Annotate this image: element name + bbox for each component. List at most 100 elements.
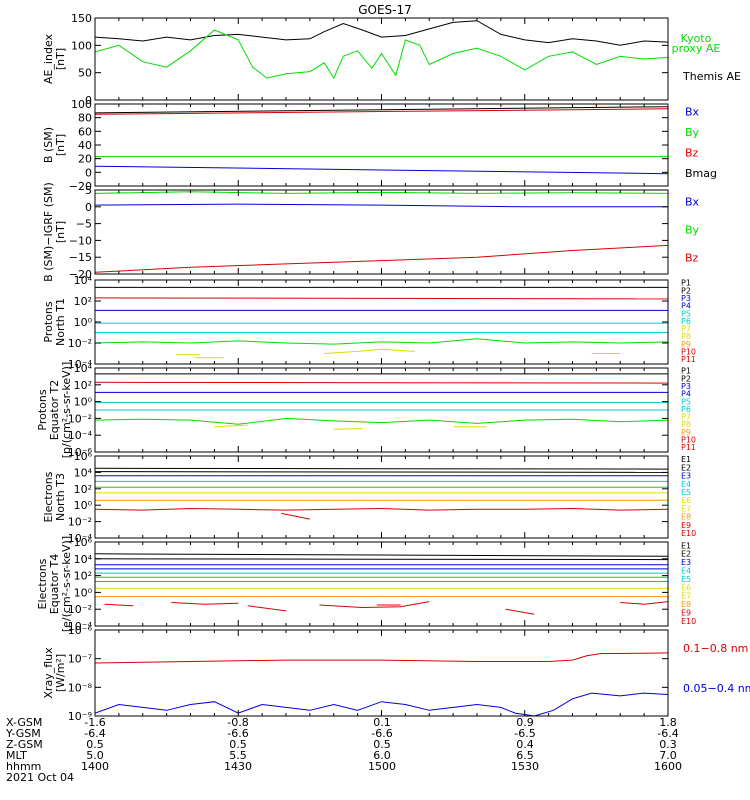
y-axis-label: Electrons — [42, 471, 55, 522]
series-line-1 — [95, 20, 668, 46]
panel-3-legend: Bx By Bz — [685, 195, 700, 264]
y-tick-label: 10⁻⁴ — [68, 429, 93, 442]
panel-1-series — [95, 20, 668, 80]
y-tick-label: 10⁻⁶ — [68, 446, 93, 459]
panel-8: 10⁻⁶ 10⁻⁷ 10⁻⁸ 10⁻⁹ Xray_flux [W/m²] 0.1−0.8 n… — [42, 624, 750, 723]
panel-2-series — [95, 106, 668, 175]
y-tick-label: 10⁴ — [74, 466, 93, 479]
footer-value: 0.5 — [229, 738, 247, 751]
legend-entry: 0.05−0.4 nm — [683, 682, 750, 695]
y-tick-label: 60 — [78, 125, 92, 138]
legend-entry: P4 — [681, 302, 691, 311]
legend-entry: P8 — [681, 332, 691, 341]
legend-entry: P10 — [681, 347, 696, 356]
footer-date: 2021 Oct 04 — [6, 771, 74, 784]
y-tick-label: 10⁰ — [74, 396, 93, 409]
footer-value: -1.6 — [84, 716, 105, 729]
y-tick-label: 10⁻² — [68, 337, 92, 350]
footer-row-label: hhmm — [6, 760, 41, 773]
footer-value: 0.9 — [516, 716, 534, 729]
y-tick-label: 10⁴ — [74, 274, 93, 287]
legend-entry: E2 — [681, 550, 691, 559]
series-line-2 — [95, 297, 668, 300]
legend-entry: P1 — [681, 279, 691, 288]
series-line-8 — [95, 507, 668, 511]
legend-entry: P3 — [681, 294, 691, 303]
legend-entry: E1 — [681, 455, 691, 464]
legend-entry: P11 — [681, 355, 696, 364]
y-axis-label: Equator T2 — [48, 380, 61, 440]
y-tick-label: −20 — [69, 180, 92, 193]
y-tick-label: 10⁻² — [68, 412, 92, 425]
y-axis-label: Xray_flux — [42, 647, 55, 699]
panel-5-series — [95, 373, 668, 430]
legend-entry: E4 — [681, 480, 691, 489]
series-line-15 — [505, 608, 535, 615]
y-tick-label: 10⁻⁸ — [68, 681, 93, 694]
legend-entry: P10 — [681, 435, 696, 444]
series-line-1 — [95, 652, 668, 664]
series-line-3 — [95, 244, 668, 273]
panel-4-series — [95, 286, 668, 359]
footer-value: -6.6 — [371, 727, 392, 740]
y-tick-label: −15 — [69, 251, 92, 264]
legend-entry: P5 — [681, 309, 691, 318]
y-tick-label: 10⁻⁴ — [68, 620, 93, 633]
legend-entry: E9 — [681, 521, 691, 530]
y-tick-label: −10 — [69, 234, 92, 247]
footer-value: 6.5 — [516, 749, 534, 762]
footer-value: -6.4 — [84, 727, 105, 740]
y-axis-label: B (SM) — [42, 127, 55, 163]
legend-entry: P3 — [681, 382, 691, 391]
footer-row-label: Y-GSM — [5, 727, 41, 740]
panel-8-series — [95, 652, 668, 716]
y-tick-label: 10⁻⁶ — [68, 624, 93, 637]
legend-entry: E2 — [681, 463, 691, 472]
legend-entry: E10 — [681, 529, 696, 538]
series-line-2 — [95, 381, 668, 384]
legend-entry: Bmag — [685, 167, 717, 180]
y-tick-label: 10² — [74, 483, 92, 496]
y-tick-label: 10⁻⁴ — [68, 358, 93, 371]
series-line-1 — [95, 553, 668, 557]
footer-value: 0.1 — [373, 716, 391, 729]
legend-entry: P9 — [681, 428, 691, 437]
series-line-11 — [171, 602, 239, 605]
legend-entry: E5 — [681, 575, 691, 584]
y-tick-label: 5 — [85, 184, 92, 197]
legend-entry: Bz — [685, 251, 699, 264]
y-tick-label: 10⁶ — [74, 450, 93, 463]
footer-value: -6.6 — [227, 727, 248, 740]
y-tick-label: 10² — [74, 379, 92, 392]
series-line-8 — [333, 428, 363, 430]
legend-entry: P5 — [681, 397, 691, 406]
legend-entry: P1 — [681, 367, 691, 376]
legend-entry: E8 — [681, 600, 691, 609]
y-axis-label: [W/m²] — [54, 654, 67, 692]
ephemeris-footer: X-GSM -1.6 -0.8 0.1 0.9 1.8 Y-GSM -6.4 -6.6 -6.6 -… — [5, 716, 682, 784]
y-tick-label: 10² — [74, 570, 92, 583]
panel-frame — [94, 189, 669, 275]
figure-title: GOES-17 — [358, 3, 412, 17]
y-tick-label: 10⁻⁹ — [68, 710, 92, 723]
y-tick-label: 0 — [85, 94, 92, 107]
footer-value: -0.8 — [227, 716, 248, 729]
y-tick-label: 40 — [78, 139, 92, 152]
y-tick-label: 100 — [71, 39, 92, 52]
y-axis-label: Electrons — [36, 558, 49, 609]
y-tick-label: 10⁰ — [74, 499, 93, 512]
footer-value: 0.4 — [516, 738, 534, 751]
y-axis-label: Protons — [42, 301, 55, 342]
y-tick-label: 0 — [85, 201, 92, 214]
y-axis-label: [nT] — [54, 48, 67, 70]
y-tick-label: 10⁴ — [74, 553, 93, 566]
y-tick-label: 10⁻² — [68, 516, 92, 529]
legend-entry: P4 — [681, 390, 691, 399]
legend-entry: 0.1−0.8 nm — [683, 642, 748, 655]
footer-value: 1500 — [368, 760, 396, 773]
legend-entry: By — [685, 126, 700, 139]
footer-value: 0.5 — [86, 738, 104, 751]
